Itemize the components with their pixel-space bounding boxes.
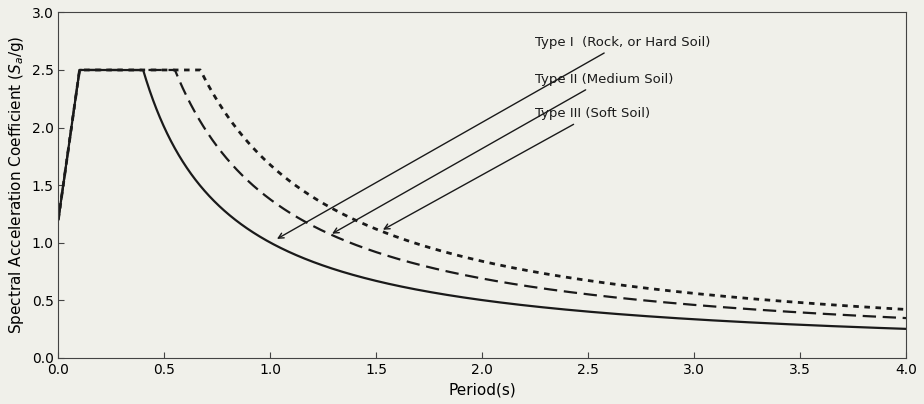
Text: Type II (Medium Soil): Type II (Medium Soil) <box>334 73 674 233</box>
Y-axis label: Spectral Acceleration Coefficient ($S_a$/g): Spectral Acceleration Coefficient ($S_a$… <box>7 36 26 334</box>
X-axis label: Period(s): Period(s) <box>448 382 517 397</box>
Text: Type I  (Rock, or Hard Soil): Type I (Rock, or Hard Soil) <box>278 36 711 238</box>
Text: Type III (Soft Soil): Type III (Soft Soil) <box>384 107 650 229</box>
